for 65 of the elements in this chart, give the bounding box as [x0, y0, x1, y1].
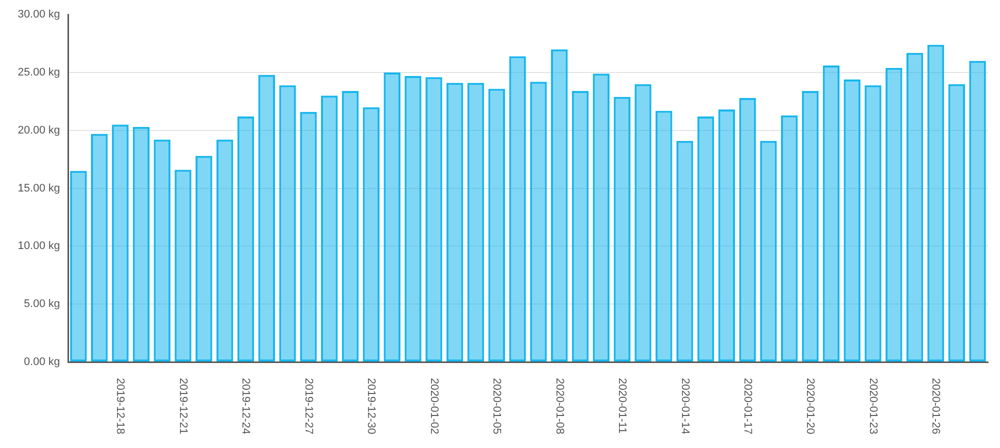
y-tick-label: 30.00 kg — [18, 8, 60, 21]
bar — [530, 82, 547, 362]
bar — [572, 91, 589, 362]
bar — [676, 140, 694, 362]
bar — [196, 156, 212, 362]
bar — [321, 96, 338, 362]
x-tick-label: 2019-12-21 — [176, 378, 189, 434]
bar — [697, 116, 714, 362]
bar — [467, 82, 484, 362]
bar — [906, 52, 924, 362]
bar — [969, 60, 986, 362]
bar — [112, 124, 129, 362]
bar — [614, 96, 630, 362]
bar — [404, 76, 422, 362]
x-tick-label: 2019-12-18 — [114, 378, 126, 434]
bar — [258, 74, 275, 362]
bar — [174, 170, 192, 362]
y-tick-label: 10.00 kg — [18, 240, 60, 252]
bar — [886, 68, 902, 362]
x-tick-label: 2020-01-14 — [678, 378, 691, 434]
bar — [634, 84, 652, 362]
bar — [844, 79, 860, 362]
bar — [509, 56, 526, 362]
x-tick-label: 2019-12-30 — [365, 378, 378, 434]
bar — [739, 98, 756, 362]
bar — [237, 116, 254, 362]
x-tick-label: 2020-01-05 — [490, 378, 503, 434]
y-tick-label: 25.00 kg — [18, 66, 60, 79]
bar — [446, 82, 464, 362]
x-tick-label: 2020-01-26 — [930, 378, 942, 434]
bar — [927, 44, 944, 362]
y-tick-label: 20.00 kg — [18, 124, 60, 136]
bar — [154, 140, 170, 362]
bar — [718, 110, 735, 362]
bar — [216, 140, 234, 362]
bar — [656, 110, 672, 362]
bar — [802, 91, 819, 362]
x-tick-label: 2020-01-20 — [804, 378, 816, 434]
x-tick-label: 2019-12-27 — [302, 378, 314, 434]
x-tick-label: 2020-01-23 — [866, 378, 879, 434]
bar — [592, 74, 610, 362]
bar — [342, 91, 359, 362]
bar — [488, 88, 505, 362]
bar — [822, 66, 840, 362]
bar — [781, 115, 798, 362]
x-tick-label: 2019-12-24 — [240, 378, 252, 434]
y-tick-label: 0.00 kg — [24, 356, 60, 368]
bar — [551, 49, 568, 362]
x-tick-label: 2020-01-08 — [553, 378, 566, 434]
bar — [70, 170, 87, 362]
bar — [426, 77, 442, 362]
bar — [91, 134, 108, 362]
bar — [362, 107, 380, 362]
bar — [760, 140, 777, 362]
x-tick-label: 2020-01-02 — [428, 378, 440, 434]
bar — [948, 84, 965, 362]
y-tick-label: 5.00 kg — [24, 298, 60, 310]
bar — [384, 72, 400, 362]
bar — [864, 85, 882, 362]
bar — [132, 126, 150, 362]
y-tick-label: 15.00 kg — [18, 182, 60, 194]
bar — [300, 112, 317, 362]
x-tick-label: 2020-01-17 — [742, 378, 754, 434]
x-tick-label: 2020-01-11 — [616, 378, 628, 434]
bar — [279, 85, 296, 362]
